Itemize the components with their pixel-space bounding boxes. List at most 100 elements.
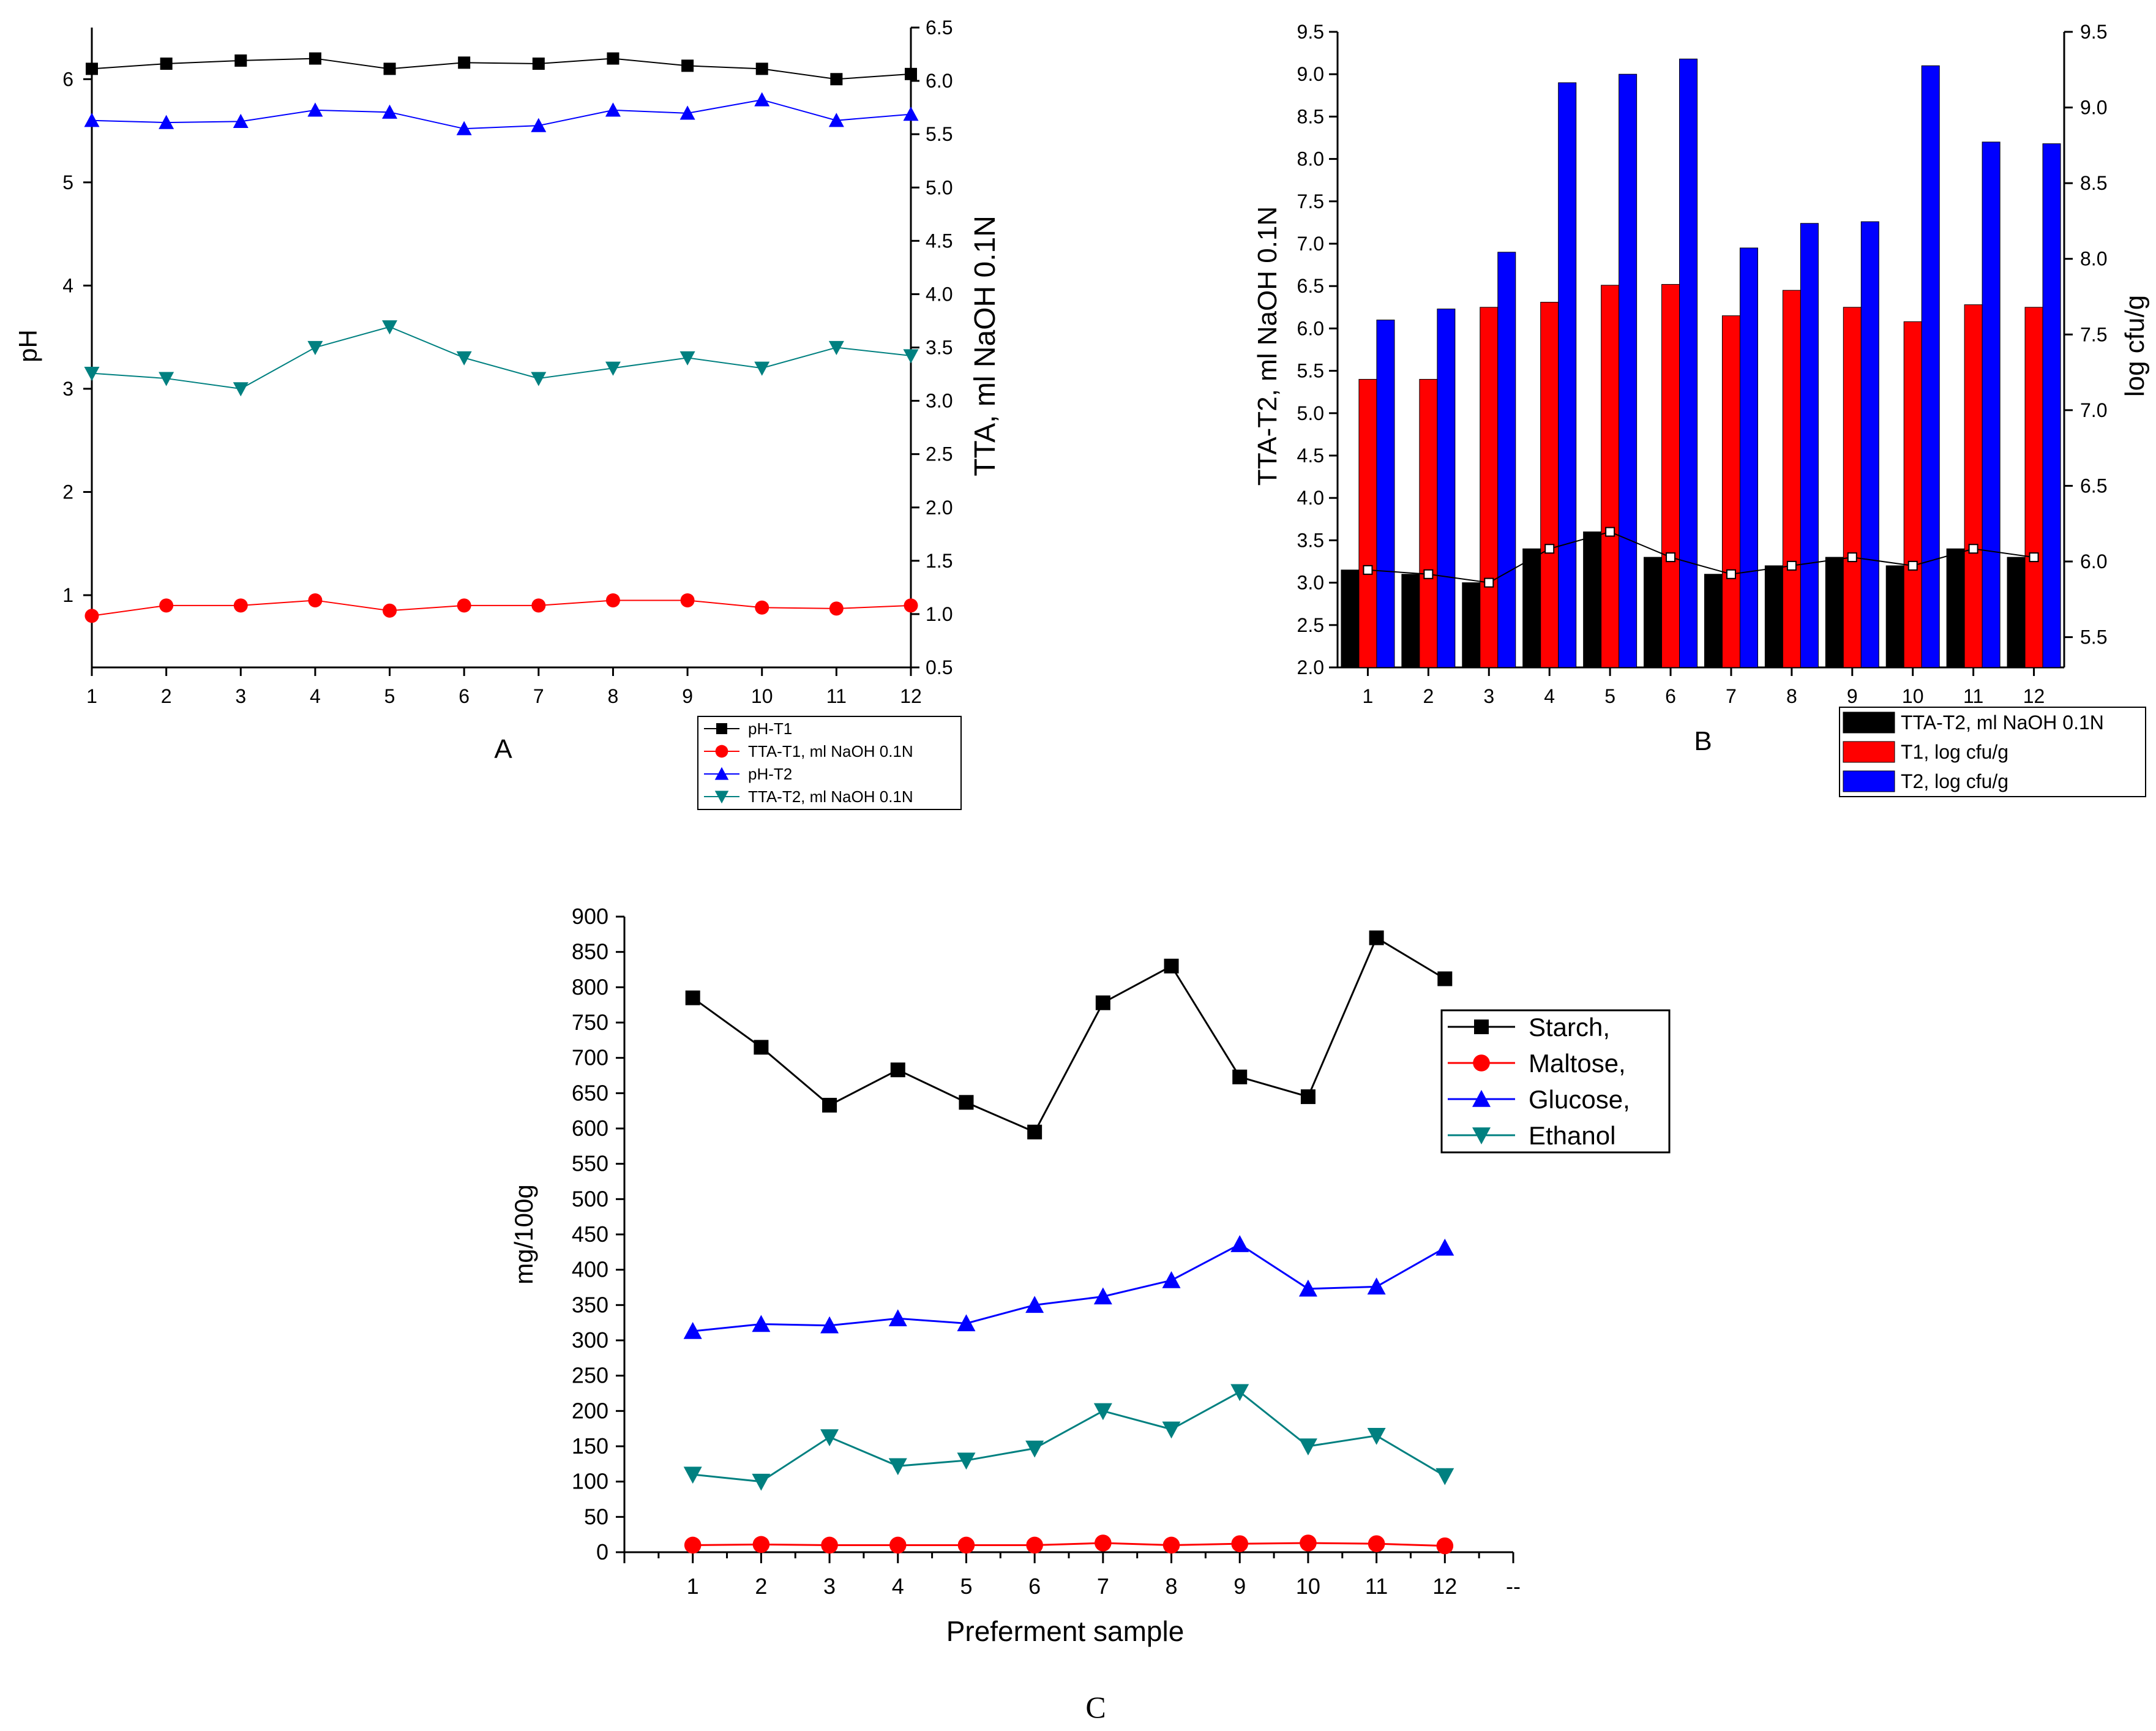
a-point-1 [904,598,918,613]
b-overlay-point [1847,552,1857,563]
c-y-tick-label: 600 [572,1116,608,1141]
b-left-tick-label: 2.5 [1297,614,1324,636]
c-point-1 [821,1536,838,1554]
b-overlay-point [1363,565,1373,575]
panel-a-chart: 1234560.51.01.52.02.53.03.54.04.55.05.56… [13,17,1001,810]
a-right-tick-label: 2.0 [926,497,953,519]
b-right-tick-label: 8.0 [2080,248,2107,270]
a-point-0 [532,57,545,70]
a-right-tick-label: 6.5 [926,17,953,39]
b-overlay-point [1605,527,1615,537]
b-overlay-point [1423,569,1434,579]
c-y-tick-label: 700 [572,1045,608,1070]
c-point-1 [1162,1536,1180,1554]
c-point-2 [1435,1238,1454,1256]
c-point-0 [1300,1089,1316,1105]
c-point-1 [1368,1535,1385,1552]
a-series-line-0 [91,58,911,80]
c-point-3 [1367,1427,1386,1445]
b-right-tick-label: 9.0 [2080,97,2107,119]
c-point-2 [1093,1287,1112,1305]
a-point-3 [233,382,249,397]
b-x-tick-label: 2 [1423,685,1434,707]
b-bar-1 [1964,304,1983,668]
a-series-line-2 [91,99,911,130]
c-y-tick-label: 250 [572,1363,608,1388]
c-legend-marker [1472,1090,1491,1107]
c-y-tick-label: 350 [572,1292,608,1317]
c-x-tick-label: 1 [687,1574,699,1599]
panel-c-chart: 0 50 100 150 200 250 300 350 400 450 500 550 600 650 7… [509,904,1671,1647]
a-point-0 [458,56,471,69]
c-point-0 [822,1097,837,1113]
c-series-line-3 [692,1391,1446,1483]
a-point-1 [680,593,695,607]
c-series-line-0 [692,936,1446,1133]
b-bar-2 [1376,320,1395,668]
b-bar-2 [1619,73,1638,668]
c-point-0 [1369,930,1384,945]
c-point-0 [959,1095,974,1110]
a-point-3 [84,367,100,381]
c-point-1 [1095,1534,1112,1552]
a-x-tick-label: 7 [533,685,544,707]
b-bar-0 [1583,531,1602,668]
a-legend-marker [715,745,728,758]
a-right-tick-label: 4.0 [926,283,953,305]
c-y-tick-label: 200 [572,1398,608,1423]
c-point-1 [1300,1534,1317,1552]
a-x-tick-label: 5 [384,685,395,707]
b-legend-swatch [1843,741,1895,763]
b-bar-0 [1764,565,1783,668]
c-x-tick-label: 9 [1233,1574,1246,1599]
a-right-tick-label: 6.0 [926,70,953,92]
b-legend-label: T1, log cfu/g [1901,741,2008,763]
b-left-tick-label: 5.5 [1297,360,1324,382]
c-y-tick-label: 500 [572,1186,608,1211]
a-point-1 [755,600,769,615]
c-point-2 [1230,1235,1249,1252]
a-legend-label: TTA-T2, ml NaOH 0.1N [748,787,913,806]
a-legend-marker [714,790,729,804]
b-left-tick-label: 6.0 [1297,317,1324,339]
b-legend-label: T2, log cfu/g [1901,770,2008,792]
c-x-tick-label: 12 [1432,1574,1457,1599]
c-point-2 [1025,1296,1044,1313]
b-bar-0 [1341,569,1360,668]
a-x-tick-label: 1 [86,685,97,707]
c-point-0 [1437,971,1453,986]
c-y-tick-label: 300 [572,1327,608,1353]
a-left-tick-label: 3 [62,378,73,400]
c-legend-marker [1474,1019,1489,1034]
a-point-2 [903,107,919,121]
b-bar-1 [1782,290,1801,668]
a-point-3 [382,320,398,335]
b-y-axis-title-right: log cfu/g [2120,295,2150,397]
c-y-tick-label: 900 [572,904,608,929]
c-series-line-2 [692,1243,1446,1332]
a-left-tick-label: 5 [62,171,73,193]
b-bar-0 [1462,582,1481,668]
c-x-tick-label: 8 [1166,1574,1178,1599]
a-x-tick-label: 2 [161,685,172,707]
a-legend-marker [716,723,727,734]
b-bar-1 [1540,301,1559,668]
a-right-tick-label: 3.5 [926,337,953,359]
b-bar-2 [1437,309,1456,668]
b-x-tick-label: 7 [1726,685,1737,707]
c-y-tick-label: 100 [572,1469,608,1494]
b-left-tick-label: 5.0 [1297,402,1324,424]
a-point-1 [531,598,546,613]
c-point-0 [890,1062,905,1078]
a-point-0 [755,62,768,75]
c-x-tick-label: 7 [1097,1574,1109,1599]
c-point-2 [683,1322,702,1339]
b-x-tick-label: 10 [1902,685,1924,707]
a-x-tick-label: 12 [900,685,922,707]
b-overlay-point [1484,577,1494,588]
c-legend-marker [1472,1127,1491,1144]
b-legend-label: TTA-T2, ml NaOH 0.1N [1901,712,2104,734]
c-y-tick-label: 750 [572,1010,608,1035]
b-bar-2 [1921,65,1940,668]
a-point-1 [308,593,323,607]
